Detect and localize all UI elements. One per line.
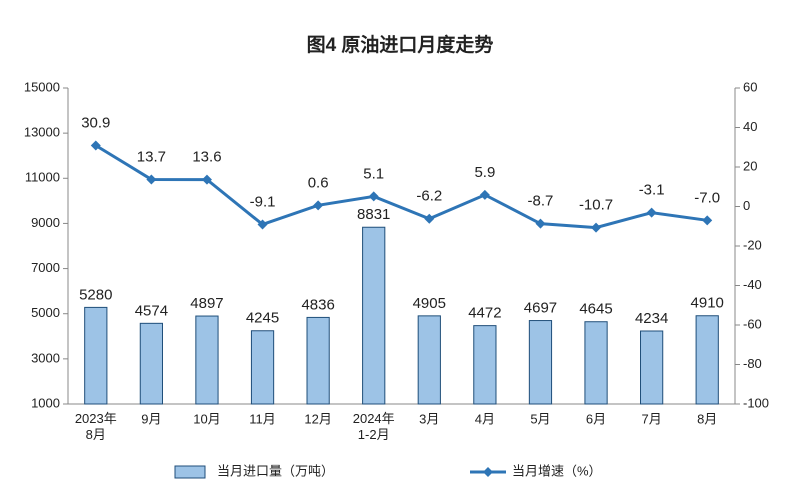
y2-tick-label: -100: [743, 395, 769, 410]
bar: [640, 330, 664, 405]
line-marker: [146, 174, 157, 185]
legend-label: 当月增速（%）: [512, 463, 602, 478]
bar-value-label: 4905: [413, 295, 446, 312]
line-value-label: 13.6: [192, 149, 221, 166]
y-tick-label: 13000: [24, 125, 60, 140]
bar-value-label: 4645: [579, 301, 612, 318]
line-marker: [257, 219, 268, 230]
bar: [362, 226, 386, 405]
bar-value-label: 4897: [190, 295, 223, 312]
x-tick-label: 11月: [249, 411, 276, 426]
x-tick-label: 4月: [475, 411, 495, 426]
y2-tick-label: 40: [743, 119, 757, 134]
line-marker: [646, 207, 657, 218]
bar-value-label: 4836: [301, 296, 334, 313]
bar: [139, 322, 163, 405]
line-value-label: -3.1: [639, 182, 665, 199]
line-value-label: 0.6: [308, 174, 329, 191]
y2-tick-label: -60: [743, 316, 762, 331]
bar: [306, 316, 330, 405]
x-tick-label: 9月: [141, 411, 161, 426]
bar: [84, 306, 108, 405]
x-tick-label: 2024年 1-2月: [353, 411, 395, 442]
line-value-label: 5.9: [474, 164, 495, 181]
bar-value-label: 4245: [246, 310, 279, 327]
y-tick-label: 9000: [31, 215, 60, 230]
bar-value-label: 4697: [524, 300, 557, 317]
y-tick-label: 7000: [31, 260, 60, 275]
line-marker: [201, 174, 212, 185]
line-value-label: -6.2: [416, 188, 442, 205]
bar: [195, 315, 219, 405]
y-tick-label: 11000: [25, 170, 60, 185]
y-tick-label: 3000: [31, 350, 60, 365]
bar: [417, 315, 441, 405]
line-value-label: 30.9: [81, 114, 110, 131]
bar: [473, 325, 497, 405]
line-value-label: -8.7: [528, 193, 554, 210]
line-marker: [702, 215, 713, 226]
y2-tick-label: -20: [743, 237, 762, 252]
line-marker: [591, 222, 602, 233]
x-tick-label: 2023年 8月: [75, 411, 117, 442]
y2-tick-label: -40: [743, 277, 762, 292]
line-marker: [313, 200, 324, 211]
y2-tick-label: 20: [743, 158, 757, 173]
x-tick-label: 10月: [193, 411, 220, 426]
bar-value-label: 4234: [635, 310, 668, 327]
line-value-label: -7.0: [694, 189, 720, 206]
x-tick-label: 3月: [419, 411, 439, 426]
line-value-label: 5.1: [363, 165, 384, 182]
line-value-label: -10.7: [579, 197, 613, 214]
bar-value-label: 4910: [691, 295, 724, 312]
y2-tick-label: 0: [743, 198, 750, 213]
y2-tick-label: 60: [743, 79, 757, 94]
bar: [695, 315, 719, 405]
line-marker: [424, 213, 435, 224]
x-tick-label: 12月: [304, 411, 331, 426]
y-tick-label: 15000: [24, 79, 60, 94]
bar-value-label: 4574: [135, 302, 168, 319]
bar: [250, 330, 275, 405]
line-marker: [535, 218, 546, 229]
line-marker: [479, 189, 490, 200]
x-tick-label: 8月: [697, 411, 717, 426]
x-tick-label: 6月: [586, 411, 606, 426]
x-tick-label: 7月: [642, 411, 662, 426]
legend-label: 当月进口量（万吨）: [217, 463, 334, 478]
y-tick-label: 1000: [31, 395, 60, 410]
chart-title: 图4 原油进口月度走势: [307, 33, 494, 56]
bar-value-label: 4472: [468, 305, 501, 322]
x-tick-label: 5月: [530, 411, 550, 426]
line-value-label: 13.7: [137, 148, 166, 165]
y-tick-label: 5000: [31, 305, 60, 320]
bar-value-label: 5280: [79, 286, 112, 303]
line: [95, 144, 708, 230]
line-marker: [368, 191, 379, 202]
bar: [584, 321, 608, 405]
legend-marker: [483, 467, 493, 477]
bar-value-label: 8831: [357, 206, 390, 223]
line-marker: [90, 140, 101, 151]
bar: [528, 320, 553, 405]
line-value-label: -9.1: [250, 193, 276, 210]
y2-tick-label: -80: [743, 356, 762, 371]
legend-swatch: [174, 465, 206, 479]
